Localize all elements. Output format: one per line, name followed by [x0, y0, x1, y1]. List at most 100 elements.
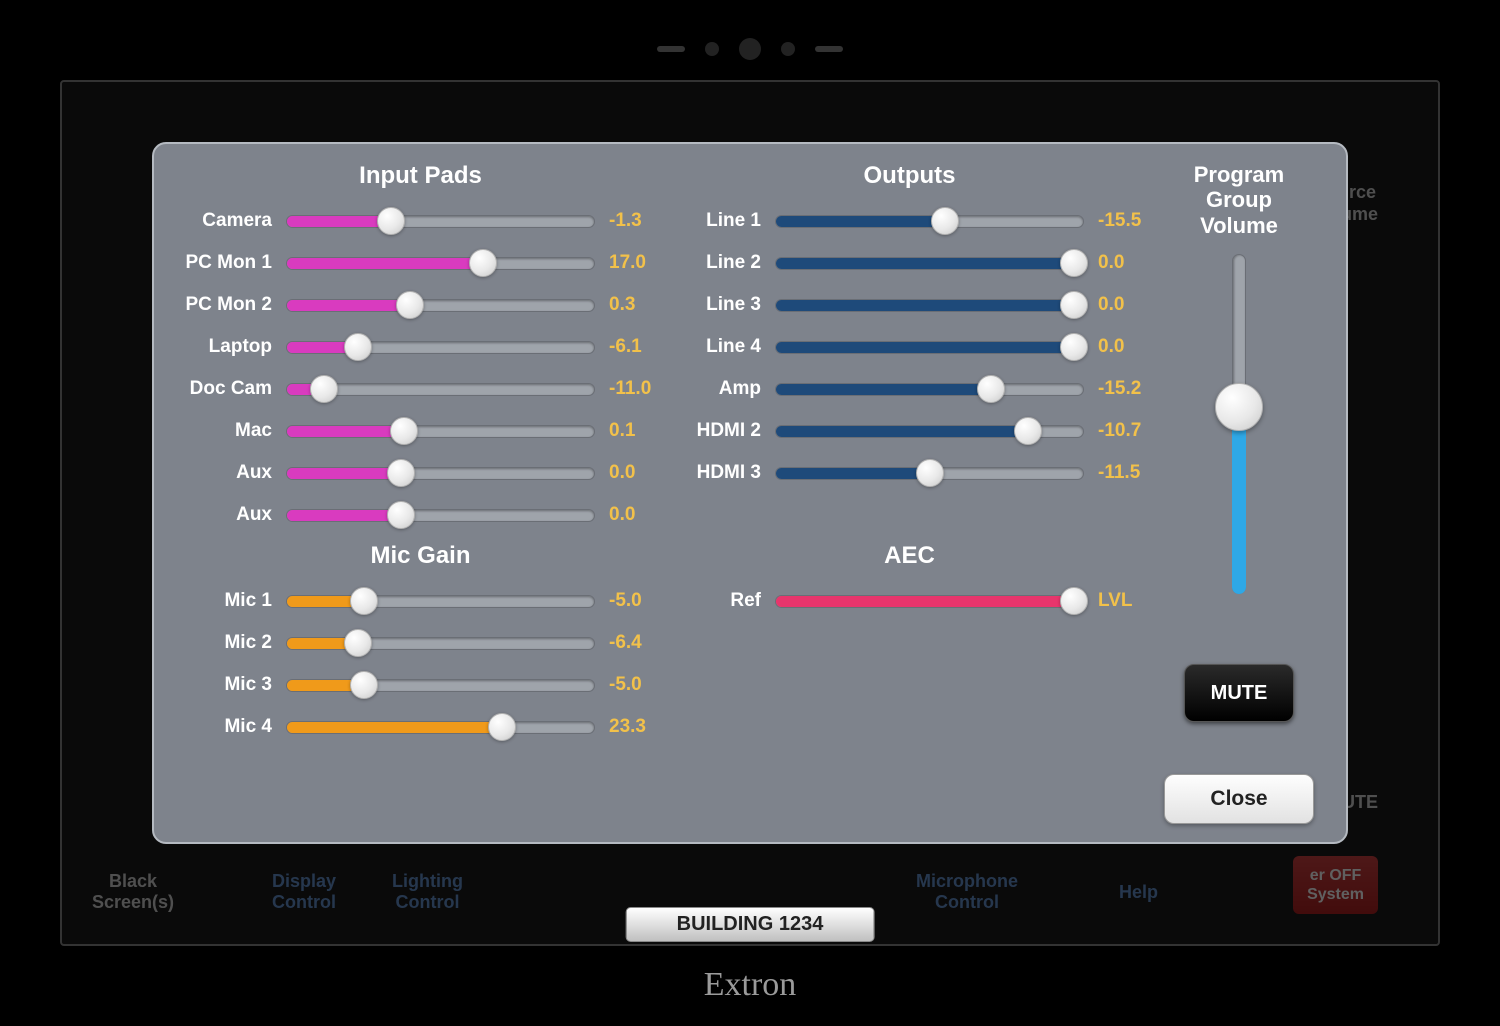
output-value: 0.0	[1084, 252, 1154, 274]
output-row: Line 2 0.0	[665, 242, 1154, 284]
program-group-volume-title: ProgramGroupVolume	[1194, 162, 1284, 238]
input-pad-slider[interactable]	[286, 299, 595, 312]
input-pad-thumb[interactable]	[390, 417, 418, 445]
output-label: Amp	[665, 378, 775, 400]
building-badge: BUILDING 1234	[626, 907, 875, 942]
input-pad-fill	[287, 510, 401, 521]
mic-gain-slider[interactable]	[286, 595, 595, 608]
input-pad-label: Laptop	[176, 336, 286, 358]
output-value: -11.5	[1084, 462, 1154, 484]
close-button[interactable]: Close	[1164, 774, 1314, 824]
mic-gain-value: -5.0	[595, 674, 665, 696]
output-thumb[interactable]	[931, 207, 959, 235]
input-pad-slider[interactable]	[286, 509, 595, 522]
output-label: HDMI 2	[665, 420, 775, 442]
output-thumb[interactable]	[916, 459, 944, 487]
input-pad-label: Mac	[176, 420, 286, 442]
aec-title: AEC	[665, 542, 1154, 570]
mic-gain-title: Mic Gain	[176, 542, 665, 570]
output-fill	[776, 468, 930, 479]
input-pad-thumb[interactable]	[387, 459, 415, 487]
output-row: Amp-15.2	[665, 368, 1154, 410]
mic-gain-label: Mic 2	[176, 632, 286, 654]
audio-modal: Input Pads Camera-1.3PC Mon 117.0PC Mon …	[152, 142, 1348, 844]
mic-gain-row: Mic 1-5.0	[176, 580, 665, 622]
output-slider[interactable]	[775, 299, 1084, 312]
program-group-volume-slider[interactable]	[1232, 238, 1246, 638]
output-value: 0.0	[1084, 294, 1154, 316]
mic-gain-thumb[interactable]	[488, 713, 516, 741]
mic-gain-slider[interactable]	[286, 637, 595, 650]
mic-gain-list: Mic 1-5.0Mic 2-6.4Mic 3-5.0Mic 423.3	[176, 580, 665, 748]
input-pad-slider[interactable]	[286, 257, 595, 270]
input-pad-thumb[interactable]	[344, 333, 372, 361]
output-thumb[interactable]	[1014, 417, 1042, 445]
mic-gain-label: Mic 3	[176, 674, 286, 696]
input-pad-slider[interactable]	[286, 383, 595, 396]
input-pad-row: Camera-1.3	[176, 200, 665, 242]
brand-label: Extron	[704, 966, 797, 1004]
output-value: 0.0	[1084, 336, 1154, 358]
mic-gain-thumb[interactable]	[344, 629, 372, 657]
output-slider[interactable]	[775, 425, 1084, 438]
input-pad-value: 0.1	[595, 420, 665, 442]
input-pad-label: Doc Cam	[176, 378, 286, 400]
aec-slider[interactable]	[775, 595, 1084, 608]
mic-gain-slider[interactable]	[286, 679, 595, 692]
aec-thumb[interactable]	[1060, 587, 1088, 615]
aec-list: RefLVL	[665, 580, 1154, 622]
output-slider[interactable]	[775, 257, 1084, 270]
input-pad-label: Aux	[176, 504, 286, 526]
input-pad-value: -11.0	[595, 378, 665, 400]
output-row: Line 30.0	[665, 284, 1154, 326]
mic-gain-slider[interactable]	[286, 721, 595, 734]
outputs-list: Line 1-15.5Line 20.0Line 30.0Line 40.0Am…	[665, 200, 1154, 494]
input-pad-slider[interactable]	[286, 467, 595, 480]
input-pad-thumb[interactable]	[469, 249, 497, 277]
output-thumb[interactable]	[1060, 333, 1088, 361]
output-fill	[776, 342, 1074, 353]
input-pad-thumb[interactable]	[377, 207, 405, 235]
output-value: -10.7	[1084, 420, 1154, 442]
bg-power-off: er OFFSystem	[1293, 856, 1378, 914]
output-slider[interactable]	[775, 383, 1084, 396]
input-pad-thumb[interactable]	[387, 501, 415, 529]
output-thumb[interactable]	[1060, 291, 1088, 319]
output-value: -15.5	[1084, 210, 1154, 232]
output-thumb[interactable]	[1060, 249, 1088, 277]
input-pads-title: Input Pads	[176, 162, 665, 190]
input-pad-slider[interactable]	[286, 425, 595, 438]
aec-fill	[776, 596, 1074, 607]
input-pad-slider[interactable]	[286, 341, 595, 354]
output-label: Line 1	[665, 210, 775, 232]
output-slider[interactable]	[775, 341, 1084, 354]
mute-button[interactable]: MUTE	[1184, 664, 1294, 722]
input-pads-list: Camera-1.3PC Mon 117.0PC Mon 20.3Laptop-…	[176, 200, 665, 536]
input-pad-thumb[interactable]	[310, 375, 338, 403]
aec-value: LVL	[1084, 590, 1154, 612]
input-pad-label: Aux	[176, 462, 286, 484]
input-pad-row: PC Mon 117.0	[176, 242, 665, 284]
input-pad-row: Mac 0.1	[176, 410, 665, 452]
column-left: Input Pads Camera-1.3PC Mon 117.0PC Mon …	[176, 162, 665, 824]
output-slider[interactable]	[775, 467, 1084, 480]
mic-gain-thumb[interactable]	[350, 671, 378, 699]
bg-display-control: DisplayControl	[272, 871, 336, 914]
input-pad-fill	[287, 426, 404, 437]
input-pad-row: Aux 0.0	[176, 452, 665, 494]
output-slider[interactable]	[775, 215, 1084, 228]
input-pad-label: PC Mon 1	[176, 252, 286, 274]
output-label: Line 2	[665, 252, 775, 274]
input-pad-label: PC Mon 2	[176, 294, 286, 316]
mic-gain-label: Mic 1	[176, 590, 286, 612]
output-fill	[776, 300, 1074, 311]
output-fill	[776, 426, 1028, 437]
input-pad-label: Camera	[176, 210, 286, 232]
output-thumb[interactable]	[977, 375, 1005, 403]
program-group-volume-thumb[interactable]	[1215, 383, 1263, 431]
mic-gain-thumb[interactable]	[350, 587, 378, 615]
input-pad-fill	[287, 468, 401, 479]
input-pad-value: 0.0	[595, 462, 665, 484]
input-pad-thumb[interactable]	[396, 291, 424, 319]
input-pad-slider[interactable]	[286, 215, 595, 228]
